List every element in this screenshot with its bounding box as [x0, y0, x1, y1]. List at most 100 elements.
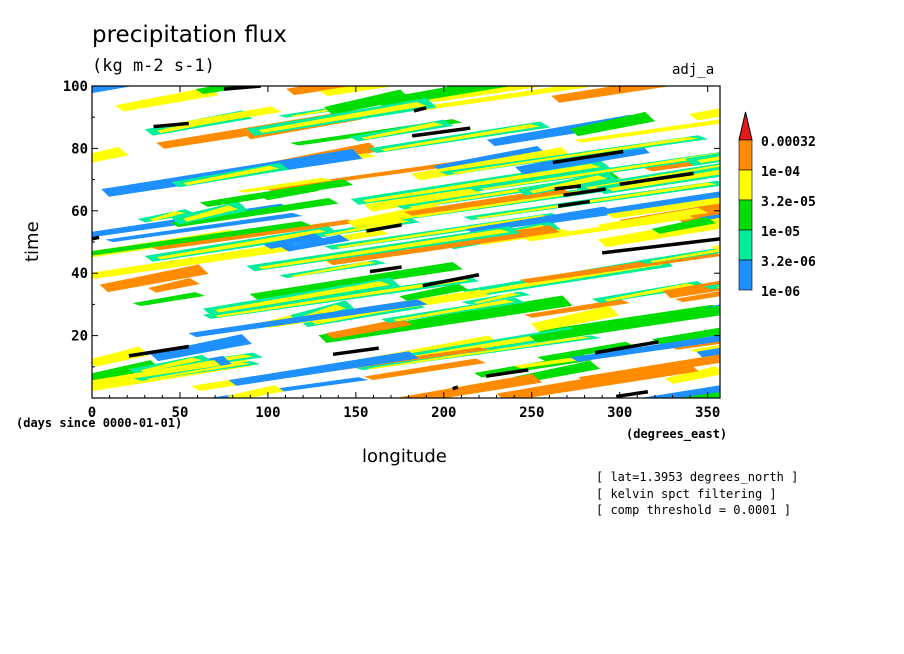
- threshold-segment: [366, 223, 402, 233]
- precip-streak: [283, 423, 421, 449]
- precip-streak: [92, 346, 149, 367]
- note-filtering: [ kelvin spct filtering ]: [596, 487, 777, 501]
- precip-streak: [703, 283, 720, 290]
- time-units: (days since 0000-01-01): [16, 416, 183, 430]
- x-tick-label: 0: [88, 405, 96, 421]
- threshold-segment: [615, 390, 649, 398]
- colorbar-label: 3.2e-05: [761, 195, 816, 210]
- precip-streak: [92, 244, 291, 280]
- precip-streak: [513, 362, 699, 398]
- precip-streak: [92, 146, 129, 163]
- precip-streak: [277, 406, 334, 428]
- precip-streak: [504, 447, 555, 466]
- x-tick-label: 100: [255, 405, 280, 421]
- threshold-segments: [92, 86, 720, 398]
- precip-streak: [147, 278, 200, 293]
- precip-streak: [694, 462, 752, 481]
- colorbar-label: 1e-05: [761, 225, 800, 240]
- dataset-tag: adj_a: [672, 62, 715, 78]
- precip-core: [361, 122, 444, 140]
- precip-core: [336, 93, 401, 112]
- precip-streak: [174, 106, 282, 128]
- precip-core: [649, 248, 720, 263]
- precip-streak: [689, 108, 720, 121]
- precip-streak: [549, 191, 720, 222]
- precip-core: [290, 261, 377, 277]
- precip-streak: [70, 432, 285, 473]
- precip-core: [144, 293, 196, 305]
- x-axis-units: (degrees_east): [626, 427, 728, 441]
- colorbar-swatch: [738, 229, 753, 261]
- precip-core: [411, 286, 459, 300]
- colorbar: 0.00032 1e-04 3.2e-05 1e-05 3.2e-06 1e-06: [738, 111, 816, 300]
- colorbar-label: 3.2e-06: [761, 255, 816, 270]
- precip-core: [687, 421, 904, 459]
- precip-core: [380, 123, 541, 152]
- precipitation-field: [70, 86, 904, 481]
- x-tick-label: 250: [519, 405, 544, 421]
- precip-streak: [599, 408, 867, 452]
- colorbar-label: 1e-06: [761, 285, 800, 300]
- note-threshold: [ comp threshold = 0.0001 ]: [596, 503, 792, 517]
- threshold-segment: [411, 126, 471, 138]
- precip-streak: [347, 202, 445, 229]
- x-axis: 0 50 100 150 200 250 300 350: [88, 86, 720, 421]
- precip-streak: [235, 429, 339, 452]
- precip-streak: [570, 335, 720, 362]
- precip-streak: [372, 411, 433, 427]
- precip-core: [663, 219, 707, 232]
- precip-core: [82, 436, 275, 470]
- precip-core: [480, 152, 720, 191]
- precip-core: [214, 281, 391, 313]
- threshold-segment: [128, 344, 190, 358]
- precip-core: [367, 336, 592, 370]
- threshold-segment: [332, 346, 379, 357]
- precip-streak: [188, 299, 428, 338]
- chart-title: precipitation flux: [92, 22, 287, 48]
- precip-streak: [327, 443, 511, 480]
- precip-core: [386, 86, 494, 105]
- precip-core: [475, 182, 718, 219]
- precip-core: [330, 299, 563, 340]
- threshold-segment: [594, 340, 659, 355]
- precip-streak: [110, 440, 373, 477]
- precip-core: [473, 292, 521, 304]
- x-tick-label: 200: [431, 405, 456, 421]
- precip-core: [211, 181, 344, 206]
- precip-streak: [298, 451, 396, 468]
- precip-core: [182, 205, 239, 222]
- precip-core: [259, 428, 482, 467]
- x-tick-label: 300: [607, 405, 632, 421]
- threshold-segment: [485, 368, 529, 378]
- precip-core: [149, 211, 186, 222]
- precip-streak: [664, 366, 720, 384]
- colorbar-label: 1e-04: [761, 165, 800, 180]
- precip-streak: [151, 219, 358, 251]
- precip-core: [611, 411, 857, 450]
- precip-core: [310, 452, 386, 466]
- colorbar-overflow-triangle: [738, 111, 753, 141]
- precip-core: [362, 163, 601, 203]
- precip-streak: [262, 233, 325, 249]
- precip-core: [92, 222, 302, 256]
- note-latitude: [ lat=1.3953 degrees_north ]: [596, 470, 799, 484]
- precip-streak: [714, 335, 720, 341]
- precip-core: [516, 451, 545, 463]
- precip-core: [541, 307, 720, 340]
- precip-core: [214, 278, 469, 318]
- precip-streak: [696, 347, 720, 360]
- precip-streak: [105, 212, 303, 243]
- x-tick-label: 150: [343, 405, 368, 421]
- precip-core: [581, 115, 646, 134]
- precip-core: [529, 175, 608, 194]
- y-tick-label: 40: [71, 266, 88, 282]
- precip-streak: [524, 299, 630, 318]
- precip-streak: [281, 451, 455, 479]
- precip-core: [692, 393, 720, 398]
- precip-streak: [148, 446, 229, 466]
- threshold-segment: [557, 199, 591, 208]
- threshold-segment: [413, 106, 427, 113]
- precip-core: [549, 343, 626, 360]
- precip-core: [323, 219, 410, 237]
- precip-core: [336, 214, 552, 249]
